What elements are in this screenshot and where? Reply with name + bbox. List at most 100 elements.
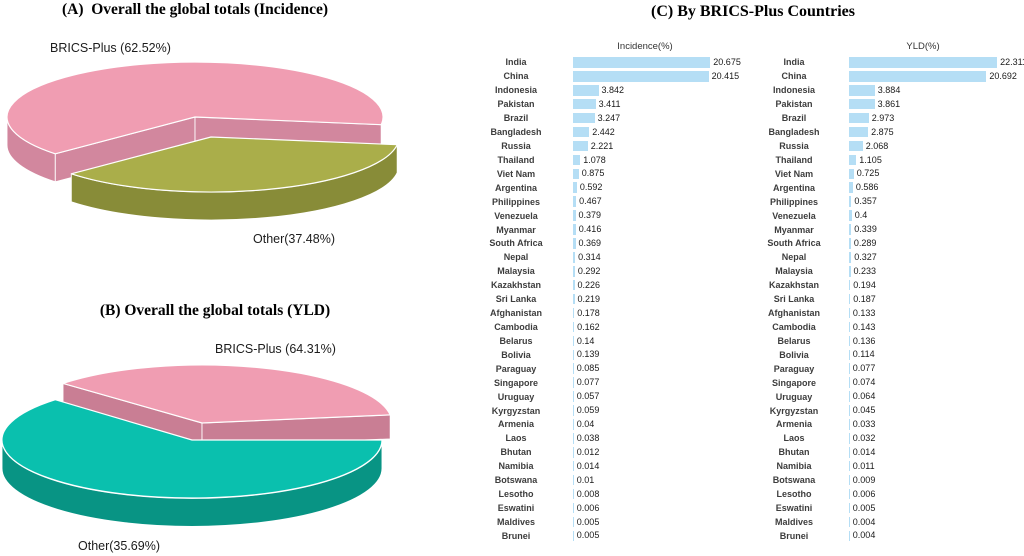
bar-row: China 20.692 <box>740 69 1024 83</box>
bar <box>849 307 850 319</box>
bar-track: 0.085 <box>572 362 742 376</box>
bar-row: Philippines 0.467 <box>460 195 742 209</box>
country-label: Kazakhstan <box>490 280 542 291</box>
country-label: Uruguay <box>775 391 813 402</box>
country-label: India <box>505 57 527 68</box>
country-label: Nepal <box>781 252 807 263</box>
bar-row: Singapore 0.074 <box>740 376 1024 390</box>
bar-chart-incidence: Incidence(%) India 20.675 China 20.415 Indon… <box>460 0 742 556</box>
bar-row: India 20.675 <box>460 56 742 70</box>
country-label: Uruguay <box>497 391 535 402</box>
bar-row: Maldives 0.005 <box>460 515 742 529</box>
pie-b-brics-top <box>62 364 391 424</box>
bar-value: 0.187 <box>853 293 876 304</box>
country-label: Kazakhstan <box>768 280 820 291</box>
bar-row: Bolivia 0.139 <box>460 348 742 362</box>
bar <box>573 516 574 528</box>
country-label: Belarus <box>777 335 811 346</box>
country-label: Laos <box>505 433 527 444</box>
country-label: Maldives <box>496 516 536 527</box>
pie-chart-yld <box>1 364 391 527</box>
bar <box>573 363 574 374</box>
bar-row: Paraguay 0.085 <box>460 362 742 376</box>
country-label: Pakistan <box>497 99 535 110</box>
bar-track: 0.219 <box>572 292 742 306</box>
bar <box>573 266 575 277</box>
bar-track: 0.339 <box>848 223 1024 237</box>
bar-track: 0.005 <box>572 529 742 543</box>
bar-row: Myanmar 0.416 <box>460 223 742 237</box>
bar <box>573 502 574 514</box>
bar-row: Eswatini 0.005 <box>740 501 1024 515</box>
bar-value: 0.194 <box>853 279 876 290</box>
pie-a-label-brics: BRICS-Plus (62.52%) <box>50 41 171 55</box>
country-label: Pakistan <box>775 99 813 110</box>
country-label: Brunei <box>501 530 531 541</box>
bar-row: Venezuela 0.379 <box>460 209 742 223</box>
bar-row: Venezuela 0.4 <box>740 209 1024 223</box>
bar-track: 0.074 <box>848 376 1024 390</box>
country-label: Bhutan <box>778 447 810 458</box>
bar-value: 1.078 <box>583 154 606 165</box>
bar-value: 0.416 <box>578 224 602 235</box>
bar-value: 0.006 <box>576 502 600 513</box>
bar-row: Namibia 0.011 <box>740 459 1024 473</box>
bar-track: 0.008 <box>572 487 742 501</box>
bar-value: 0.01 <box>576 474 595 485</box>
bar-value: 2.973 <box>871 112 895 123</box>
country-label: Brazil <box>503 113 529 124</box>
bar <box>573 474 574 486</box>
bar-value: 0.14 <box>576 335 595 346</box>
bar-row: Russia 2.221 <box>460 139 742 153</box>
bar-track: 0.586 <box>848 181 1024 195</box>
bar <box>849 516 850 528</box>
bar-value: 0.009 <box>852 474 876 485</box>
bar-row: Thailand 1.105 <box>740 153 1024 167</box>
bar <box>849 363 850 374</box>
pie-a-other-top <box>70 136 398 193</box>
country-label: Namibia <box>776 461 812 472</box>
bar <box>573 335 574 347</box>
bar <box>573 182 577 193</box>
bar <box>849 419 850 430</box>
bar-value: 0.008 <box>576 488 600 499</box>
bar-track: 0.077 <box>572 376 742 390</box>
bar-track: 0.033 <box>848 417 1024 431</box>
bar-track: 2.973 <box>848 111 1024 125</box>
bar-value: 2.442 <box>592 126 615 137</box>
bar-track: 0.139 <box>572 348 742 362</box>
bar-track: 0.005 <box>848 501 1024 515</box>
bar-track: 0.133 <box>848 306 1024 320</box>
bar-value: 0.219 <box>577 293 601 304</box>
bar-track: 0.289 <box>848 236 1024 250</box>
bar-value: 0.339 <box>854 224 877 235</box>
bar-row: Viet Nam 0.725 <box>740 167 1024 181</box>
bar-track: 0.226 <box>572 278 742 292</box>
bar <box>573 377 574 388</box>
country-label: Bangladesh <box>768 127 820 138</box>
country-label: Philippines <box>769 196 818 207</box>
bar-value: 0.143 <box>852 321 876 332</box>
bar-value: 1.105 <box>859 154 882 165</box>
bar-value: 0.077 <box>852 363 876 374</box>
bar-row: Thailand 1.078 <box>460 153 742 167</box>
bar-value: 0.139 <box>576 349 600 360</box>
bar-row: Botswana 0.009 <box>740 473 1024 487</box>
country-label: Brunei <box>779 530 809 541</box>
bar-track: 0.467 <box>572 195 742 209</box>
bar-row: Uruguay 0.057 <box>460 390 742 404</box>
bar-value: 0.04 <box>576 419 595 430</box>
bar-track: 0.416 <box>572 223 742 237</box>
bar-rows-incidence: India 20.675 China 20.415 Indonesia 3.842 Paki… <box>460 56 742 543</box>
bar-value: 2.875 <box>871 126 894 137</box>
bar-value: 22.311 <box>1000 57 1024 68</box>
bar-chart-incidence-title: Incidence(%) <box>617 41 673 52</box>
bar-track: 0.012 <box>572 445 742 459</box>
bar-row: Sri Lanka 0.187 <box>740 292 1024 306</box>
bar <box>849 168 854 180</box>
bar-value: 0.085 <box>576 363 600 374</box>
bar-row: Kyrgyzstan 0.045 <box>740 404 1024 418</box>
bar <box>573 279 575 291</box>
bar-track: 0.014 <box>848 445 1024 459</box>
